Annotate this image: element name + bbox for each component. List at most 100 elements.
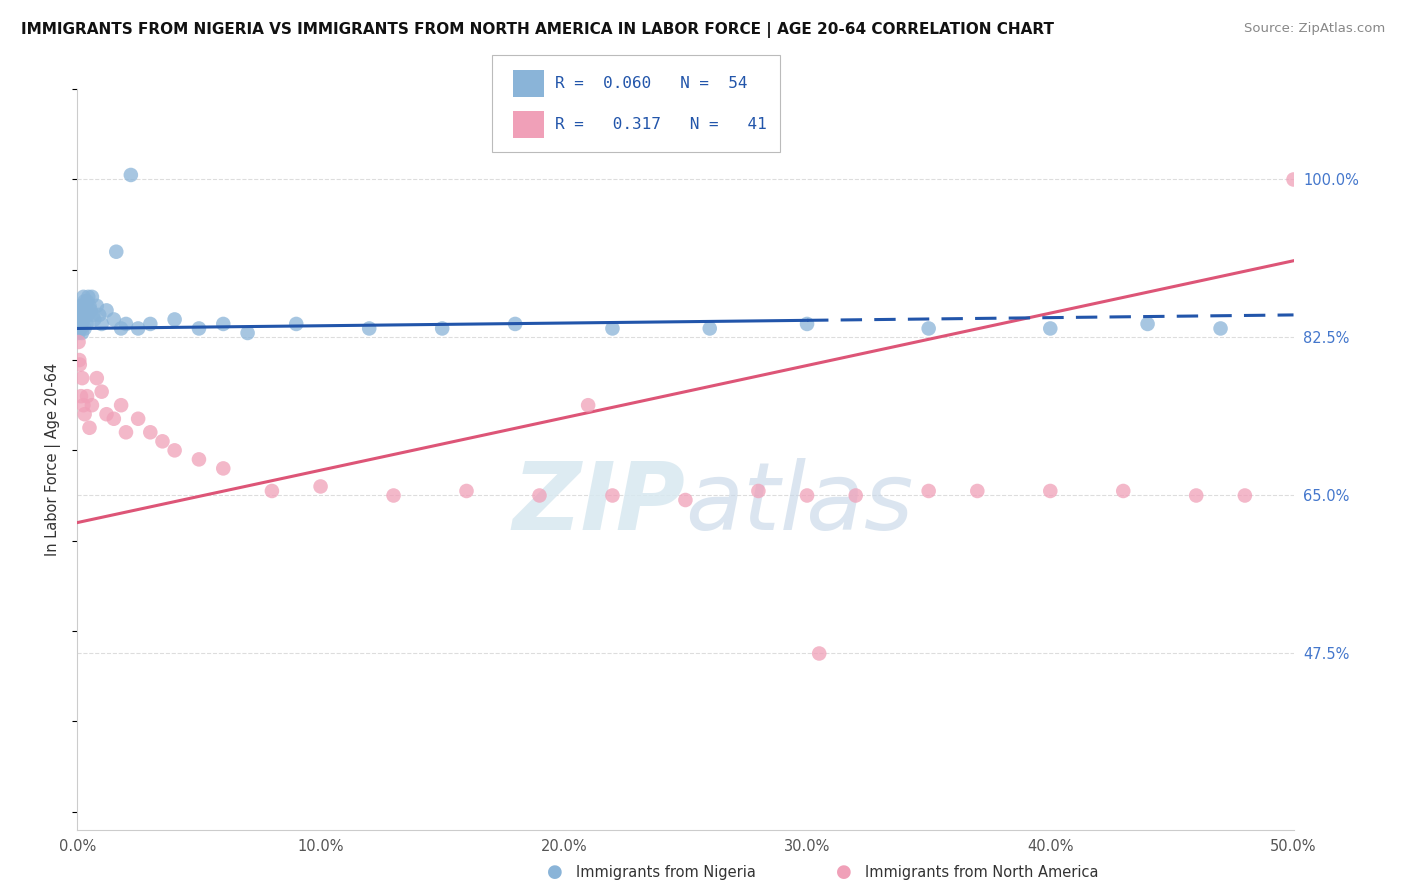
Point [86, 371, 108, 385]
Point [602, 488, 624, 502]
Point [212, 317, 235, 331]
Point [70, 389, 93, 403]
Point [382, 488, 405, 502]
Point [96, 407, 118, 421]
Point [105, 244, 128, 259]
Point [699, 321, 721, 335]
Point [69, 317, 91, 331]
Point [110, 398, 132, 412]
Point [72, 398, 94, 412]
Point [430, 321, 453, 335]
Point [70, 299, 93, 313]
Point [163, 443, 186, 458]
Point [1233, 488, 1256, 502]
Text: IMMIGRANTS FROM NIGERIA VS IMMIGRANTS FROM NORTH AMERICA IN LABOR FORCE | AGE 20: IMMIGRANTS FROM NIGERIA VS IMMIGRANTS FR… [21, 22, 1054, 38]
Point [602, 321, 624, 335]
Point [115, 317, 138, 331]
Point [127, 321, 149, 335]
Point [309, 479, 332, 493]
Point [285, 317, 308, 331]
Point [139, 317, 162, 331]
Point [73, 303, 96, 318]
Point [103, 411, 125, 425]
Point [747, 483, 769, 498]
Point [89, 308, 111, 322]
Point [67, 326, 90, 340]
Point [1039, 321, 1062, 335]
Point [529, 488, 551, 502]
Point [260, 483, 283, 498]
Text: ●: ● [835, 863, 852, 881]
Point [90, 384, 112, 399]
Point [73, 407, 96, 421]
Point [1112, 483, 1135, 498]
Point [80, 290, 103, 304]
Point [796, 317, 818, 331]
Point [72, 312, 94, 326]
Point [83, 312, 105, 326]
Point [82, 308, 104, 322]
Point [675, 493, 697, 508]
Point [120, 168, 142, 182]
Text: R =   0.317   N =   41: R = 0.317 N = 41 [555, 118, 768, 132]
Point [69, 312, 91, 326]
Point [90, 317, 112, 331]
Point [70, 321, 93, 335]
Point [1185, 488, 1208, 502]
Point [359, 321, 381, 335]
Point [80, 398, 103, 412]
Point [808, 647, 831, 661]
Point [103, 312, 125, 326]
Point [188, 321, 211, 335]
Text: R =  0.060   N =  54: R = 0.060 N = 54 [555, 77, 748, 91]
Point [72, 290, 94, 304]
Point [456, 483, 478, 498]
Point [76, 294, 98, 309]
Point [86, 299, 108, 313]
Point [76, 317, 98, 331]
Point [75, 299, 97, 313]
Point [110, 321, 132, 335]
Point [67, 321, 90, 335]
Text: Immigrants from North America: Immigrants from North America [865, 865, 1098, 880]
Point [80, 303, 103, 318]
Point [236, 326, 259, 340]
Y-axis label: In Labor Force | Age 20-64: In Labor Force | Age 20-64 [45, 363, 62, 556]
Point [75, 308, 97, 322]
Point [79, 299, 101, 313]
Point [796, 488, 818, 502]
Text: ZIP: ZIP [513, 458, 686, 549]
Point [139, 425, 162, 440]
Point [73, 321, 96, 335]
Point [163, 312, 186, 326]
Point [576, 398, 599, 412]
Point [96, 303, 118, 318]
Point [1209, 321, 1232, 335]
Point [188, 452, 211, 467]
Point [72, 299, 94, 313]
Point [70, 317, 93, 331]
Point [918, 483, 941, 498]
Text: Source: ZipAtlas.com: Source: ZipAtlas.com [1244, 22, 1385, 36]
Point [70, 303, 93, 318]
Point [115, 425, 138, 440]
Text: atlas: atlas [686, 458, 914, 549]
Point [503, 317, 526, 331]
Text: ●: ● [547, 863, 564, 881]
Point [76, 308, 98, 322]
Point [152, 434, 174, 449]
Point [79, 421, 101, 435]
Point [1282, 172, 1305, 186]
Point [212, 461, 235, 475]
Point [77, 290, 100, 304]
Point [70, 326, 93, 340]
Text: Immigrants from Nigeria: Immigrants from Nigeria [576, 865, 756, 880]
Point [67, 353, 90, 368]
Point [69, 358, 91, 372]
Point [67, 334, 90, 349]
Point [1039, 483, 1062, 498]
Point [845, 488, 868, 502]
Point [76, 389, 98, 403]
Point [73, 294, 96, 309]
Point [70, 371, 93, 385]
